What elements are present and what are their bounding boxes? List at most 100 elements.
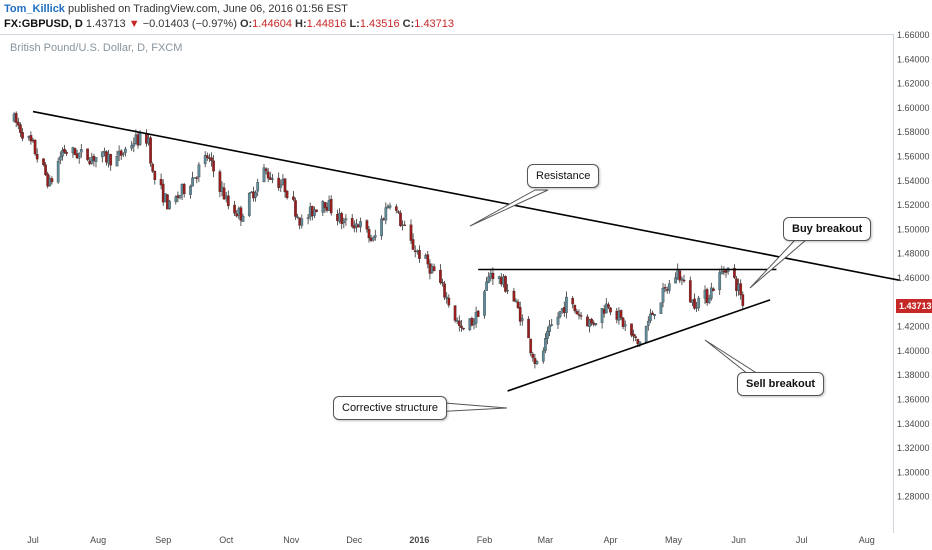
candle bbox=[544, 333, 547, 354]
candle bbox=[667, 279, 671, 294]
candle bbox=[571, 295, 575, 309]
candle bbox=[533, 353, 537, 369]
candle bbox=[707, 294, 711, 305]
author-link[interactable]: Tom_Killick bbox=[4, 3, 65, 15]
candle bbox=[575, 308, 579, 315]
y-tick-label: 1.30000 bbox=[897, 467, 930, 477]
candle bbox=[149, 135, 152, 167]
y-tick-label: 1.62000 bbox=[897, 79, 930, 89]
x-tick-label: Dec bbox=[346, 535, 363, 545]
candle bbox=[718, 268, 722, 295]
candle bbox=[109, 153, 113, 171]
chart-watermark: British Pound/U.S. Dollar, D, FXCM bbox=[10, 42, 183, 54]
x-tick-label: Oct bbox=[219, 535, 234, 545]
candle bbox=[462, 327, 465, 331]
candle bbox=[514, 298, 518, 303]
candle bbox=[19, 122, 22, 138]
candle bbox=[218, 169, 222, 198]
x-tick-label: Jun bbox=[731, 535, 746, 545]
candle bbox=[527, 316, 530, 339]
chart-header: Tom_Killick published on TradingView.com… bbox=[4, 2, 454, 32]
last-price: 1.43713 bbox=[85, 18, 126, 30]
candle bbox=[210, 152, 213, 167]
candle bbox=[565, 291, 568, 319]
candle bbox=[168, 199, 171, 210]
y-tick-label: 1.32000 bbox=[897, 443, 930, 453]
callout-pointers-layer bbox=[431, 189, 808, 413]
candle bbox=[432, 263, 436, 272]
candle bbox=[520, 314, 524, 326]
x-tick-label: May bbox=[665, 535, 683, 545]
candle bbox=[638, 340, 642, 347]
candle bbox=[283, 178, 287, 198]
candle bbox=[247, 192, 251, 218]
candle bbox=[548, 319, 551, 337]
candle bbox=[630, 323, 633, 338]
resistance-trendline[interactable] bbox=[32, 110, 901, 282]
candle bbox=[205, 152, 209, 161]
candle bbox=[222, 182, 226, 200]
y-tick-label: 1.40000 bbox=[897, 346, 930, 356]
candle bbox=[697, 295, 701, 312]
candle bbox=[197, 162, 201, 183]
x-axis: Jul Aug Sep Oct Nov Dec 2016 Feb Mar Apr May Jun Jul… bbox=[27, 535, 874, 545]
candle bbox=[693, 293, 696, 310]
candle bbox=[472, 318, 476, 330]
candle bbox=[86, 148, 89, 162]
candle bbox=[646, 316, 650, 331]
candle bbox=[516, 299, 520, 309]
candle bbox=[577, 309, 581, 320]
candle bbox=[529, 338, 533, 357]
candle bbox=[161, 179, 165, 206]
low-label: L: bbox=[349, 18, 360, 30]
low-value: 1.43516 bbox=[359, 18, 400, 30]
candle bbox=[661, 282, 665, 308]
y-axis: 1.66000 1.64000 1.62000 1.60000 1.58000 1.560… bbox=[897, 30, 930, 502]
candle bbox=[384, 202, 388, 225]
y-tick-label: 1.48000 bbox=[897, 249, 930, 259]
x-tick-label: Jul bbox=[27, 535, 39, 545]
candle bbox=[644, 325, 648, 343]
candle bbox=[453, 305, 457, 323]
candle bbox=[119, 149, 123, 160]
candle bbox=[409, 219, 413, 245]
candle bbox=[609, 306, 612, 316]
chart-frame bbox=[0, 34, 894, 533]
candle bbox=[132, 137, 136, 153]
candle bbox=[94, 157, 98, 168]
candle bbox=[73, 147, 77, 156]
y-tick-label: 1.58000 bbox=[897, 127, 930, 137]
candle bbox=[531, 351, 535, 362]
candle bbox=[445, 292, 449, 304]
candle bbox=[359, 217, 362, 233]
sell-breakout-callout: Sell breakout bbox=[737, 372, 825, 396]
x-tick-label: Nov bbox=[283, 535, 300, 545]
candle bbox=[50, 176, 54, 185]
candle bbox=[373, 229, 377, 241]
symbol-label[interactable]: FX:GBPUSD, D bbox=[4, 18, 83, 30]
last-price-badge: 1.43713 bbox=[896, 298, 932, 313]
candle bbox=[594, 322, 598, 327]
candle bbox=[418, 245, 421, 263]
buy-pointer bbox=[749, 239, 808, 289]
candle bbox=[79, 143, 83, 158]
candle bbox=[159, 173, 163, 190]
candle bbox=[426, 250, 430, 269]
candle bbox=[145, 129, 148, 147]
candle bbox=[487, 272, 491, 284]
candle bbox=[313, 206, 316, 218]
candle bbox=[712, 287, 715, 292]
candle bbox=[203, 151, 207, 168]
candle bbox=[705, 287, 709, 306]
candle bbox=[241, 213, 245, 222]
candle bbox=[535, 360, 539, 366]
x-tick-label: Aug bbox=[90, 535, 106, 545]
candle bbox=[268, 172, 272, 180]
candle bbox=[590, 318, 593, 326]
candle bbox=[604, 298, 608, 314]
candle bbox=[678, 270, 682, 284]
support-trendline[interactable] bbox=[507, 299, 771, 392]
candle bbox=[607, 302, 610, 310]
candle bbox=[506, 284, 509, 295]
